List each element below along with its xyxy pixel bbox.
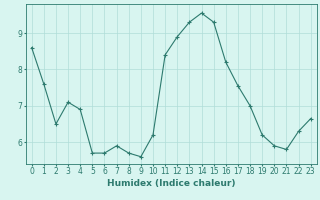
X-axis label: Humidex (Indice chaleur): Humidex (Indice chaleur) (107, 179, 236, 188)
